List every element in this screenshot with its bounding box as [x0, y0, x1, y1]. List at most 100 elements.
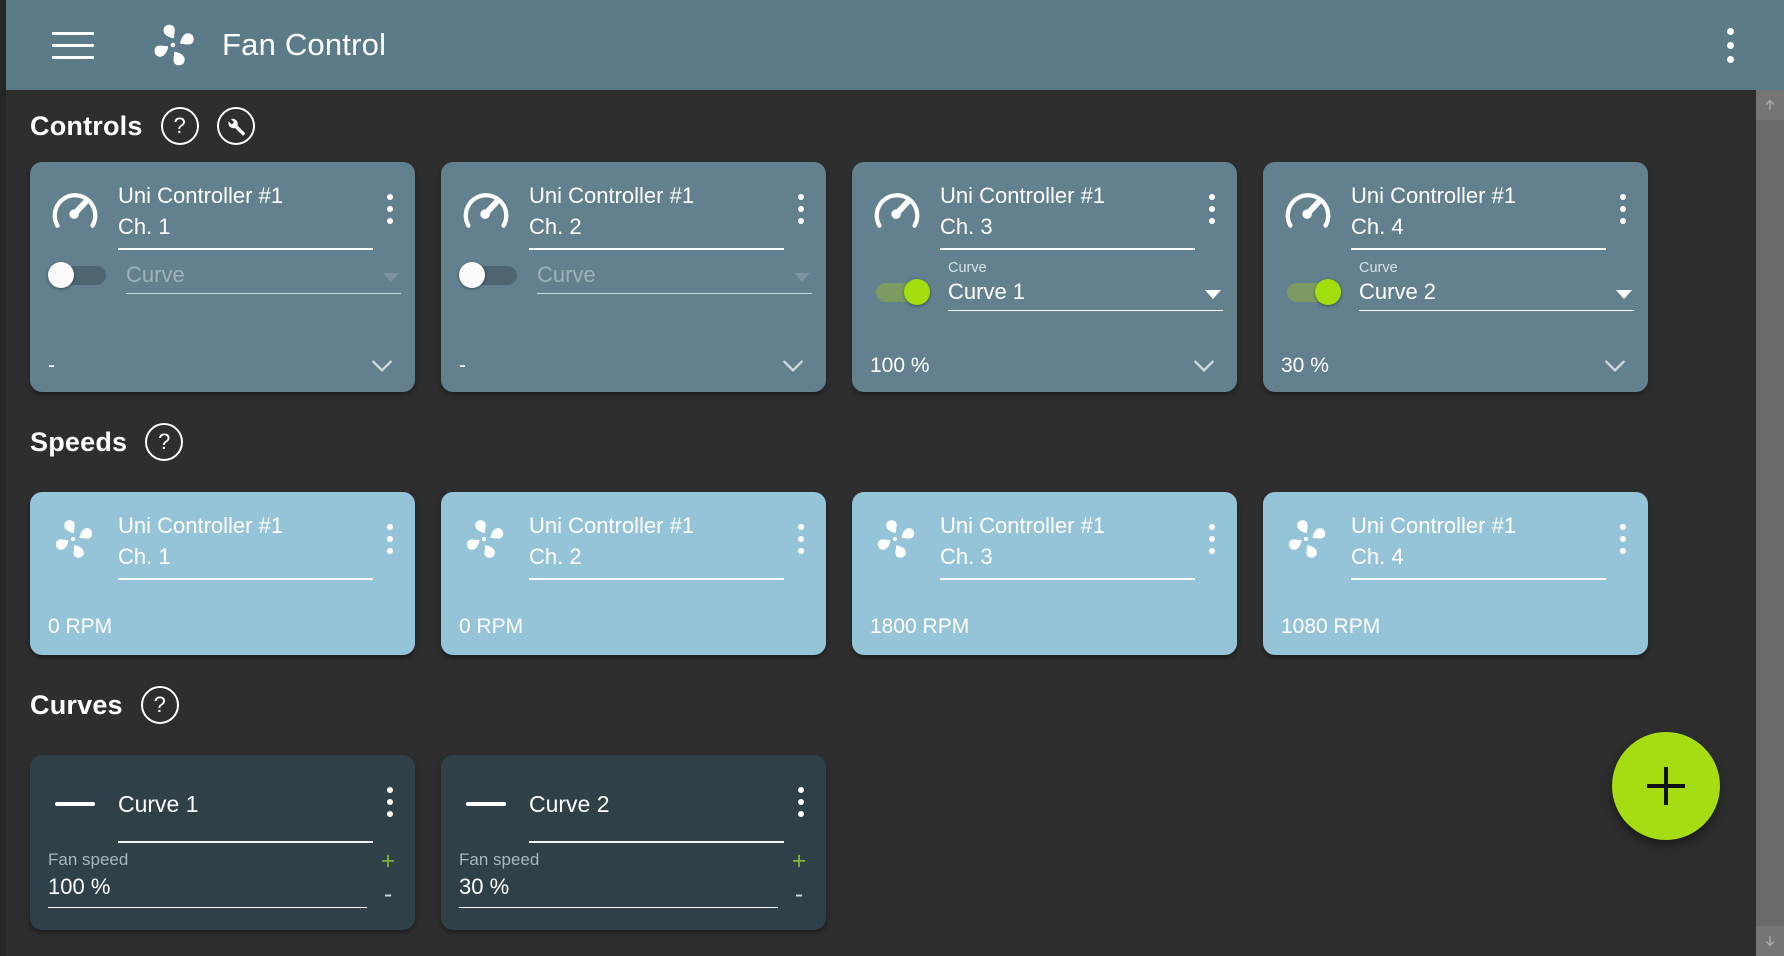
card-header: Uni Controller #1 Ch. 2 — [441, 162, 826, 250]
remove-point-button[interactable]: - — [383, 879, 393, 908]
title-underline — [940, 248, 1195, 250]
card-title-wrap: Uni Controller #1 Ch. 1 — [118, 510, 373, 580]
help-icon[interactable]: ? — [145, 423, 184, 461]
kebab-menu-icon[interactable] — [1727, 27, 1734, 63]
control-card-title: Uni Controller #1 Ch. 1 — [118, 183, 284, 239]
control-card-title: Uni Controller #1 Ch. 4 — [1351, 183, 1517, 239]
curve-select[interactable]: Curve — [126, 260, 401, 295]
add-button[interactable] — [1612, 732, 1720, 840]
title-underline — [118, 578, 373, 580]
card-title-wrap: Curve 1 — [118, 773, 373, 843]
add-point-button[interactable]: + — [791, 846, 807, 875]
fan-speed-label: Fan speed — [459, 849, 540, 869]
curve-card-title: Curve 1 — [118, 791, 199, 817]
plus-icon-vertical — [1664, 767, 1668, 805]
curve-card[interactable]: Curve 1 Fan speed 100 % + - — [30, 755, 415, 930]
control-enable-toggle[interactable] — [459, 262, 521, 289]
kebab-menu-icon[interactable] — [379, 773, 401, 817]
chevron-down-icon[interactable] — [1602, 358, 1628, 374]
control-card[interactable]: Uni Controller #1 Ch. 3 Curve Curve 1 — [852, 162, 1237, 392]
arrow-up-icon[interactable] — [1756, 90, 1784, 120]
wrench-icon[interactable] — [216, 107, 255, 145]
help-icon[interactable]: ? — [160, 107, 199, 145]
title-underline — [1351, 248, 1606, 250]
scrollbar-thumb[interactable] — [1756, 120, 1784, 780]
select-underline — [1359, 309, 1634, 312]
control-card[interactable]: Uni Controller #1 Ch. 4 Curve Curve 2 — [1263, 162, 1648, 392]
fan-icon — [459, 514, 513, 568]
control-card-title: Uni Controller #1 Ch. 3 — [940, 183, 1106, 239]
remove-point-button[interactable]: - — [794, 879, 804, 908]
speed-card[interactable]: Uni Controller #1 Ch. 3 1800 RPM — [852, 492, 1237, 655]
fan-icon — [1281, 514, 1335, 568]
fan-speed-field[interactable]: Fan speed 30 % — [459, 849, 778, 909]
select-underline — [537, 292, 812, 295]
fan-speed-label: Fan speed — [48, 849, 129, 869]
help-glyph: ? — [153, 692, 166, 717]
chevron-down-icon[interactable] — [780, 358, 806, 374]
title-underline — [529, 841, 784, 843]
card-header: Uni Controller #1 Ch. 4 — [1263, 162, 1648, 250]
curve-select-value: Curve — [537, 261, 596, 287]
curve-select[interactable]: Curve — [537, 260, 812, 295]
card-title-wrap: Uni Controller #1 Ch. 2 — [529, 180, 784, 250]
kebab-menu-icon[interactable] — [1201, 510, 1223, 554]
kebab-menu-icon[interactable] — [1612, 180, 1634, 224]
control-enable-toggle[interactable] — [1281, 279, 1343, 306]
curve-select[interactable]: Curve Curve 1 — [948, 260, 1223, 312]
chevron-down-icon[interactable] — [369, 358, 395, 374]
curve-card-body: Fan speed 100 % + - — [30, 843, 415, 915]
speed-card[interactable]: Uni Controller #1 Ch. 1 0 RPM — [30, 492, 415, 655]
app-title: Fan Control — [222, 27, 387, 62]
kebab-menu-icon[interactable] — [1201, 180, 1223, 224]
card-header: Curve 2 — [441, 755, 826, 843]
speed-card[interactable]: Uni Controller #1 Ch. 2 0 RPM — [441, 492, 826, 655]
content-area: Controls ? — [6, 90, 1744, 956]
control-output-value: 30 % — [1281, 354, 1329, 377]
line-icon — [459, 777, 513, 831]
gauge-icon — [459, 184, 513, 238]
control-card[interactable]: Uni Controller #1 Ch. 2 Curve — [441, 162, 826, 392]
card-header: Uni Controller #1 Ch. 1 — [30, 492, 415, 580]
add-point-button[interactable]: + — [380, 846, 396, 875]
background-window-sliver — [0, 0, 6, 956]
chevron-down-icon — [1616, 290, 1632, 300]
kebab-menu-icon[interactable] — [379, 180, 401, 224]
card-footer: 1080 RPM — [1263, 615, 1398, 655]
gauge-icon — [1281, 184, 1335, 238]
control-enable-toggle[interactable] — [870, 279, 932, 306]
control-card[interactable]: Uni Controller #1 Ch. 1 Curve — [30, 162, 415, 392]
kebab-menu-icon[interactable] — [790, 773, 812, 817]
help-icon[interactable]: ? — [140, 686, 179, 724]
curve-card-title: Curve 2 — [529, 791, 610, 817]
title-underline — [118, 248, 373, 250]
section-header-controls: Controls ? — [6, 90, 1744, 162]
hamburger-menu-icon[interactable] — [52, 26, 98, 64]
speed-card-title: Uni Controller #1 Ch. 3 — [940, 513, 1106, 569]
title-underline — [1351, 578, 1606, 580]
control-enable-toggle[interactable] — [48, 262, 110, 289]
help-glyph: ? — [158, 429, 171, 454]
select-underline — [126, 292, 401, 295]
select-underline — [948, 309, 1223, 312]
curves-card-row: Curve 1 Fan speed 100 % + - — [6, 755, 1744, 930]
kebab-menu-icon[interactable] — [790, 180, 812, 224]
speed-card[interactable]: Uni Controller #1 Ch. 4 1080 RPM — [1263, 492, 1648, 655]
card-title-wrap: Curve 2 — [529, 773, 784, 843]
section-header-speeds: Speeds ? — [6, 392, 1744, 492]
fan-speed-field[interactable]: Fan speed 100 % — [48, 849, 367, 909]
control-card-title: Uni Controller #1 Ch. 2 — [529, 183, 695, 239]
title-underline — [529, 578, 784, 580]
card-title-wrap: Uni Controller #1 Ch. 4 — [1351, 180, 1606, 250]
kebab-menu-icon[interactable] — [379, 510, 401, 554]
curve-select[interactable]: Curve Curve 2 — [1359, 260, 1634, 312]
card-title-wrap: Uni Controller #1 Ch. 3 — [940, 180, 1195, 250]
arrow-down-icon[interactable] — [1756, 926, 1784, 956]
chevron-down-icon[interactable] — [1191, 358, 1217, 374]
curve-card[interactable]: Curve 2 Fan speed 30 % + - — [441, 755, 826, 930]
card-footer: - — [30, 354, 415, 392]
control-toggle-row: Curve — [30, 250, 415, 295]
kebab-menu-icon[interactable] — [790, 510, 812, 554]
kebab-menu-icon[interactable] — [1612, 510, 1634, 554]
vertical-scrollbar[interactable] — [1756, 90, 1784, 956]
